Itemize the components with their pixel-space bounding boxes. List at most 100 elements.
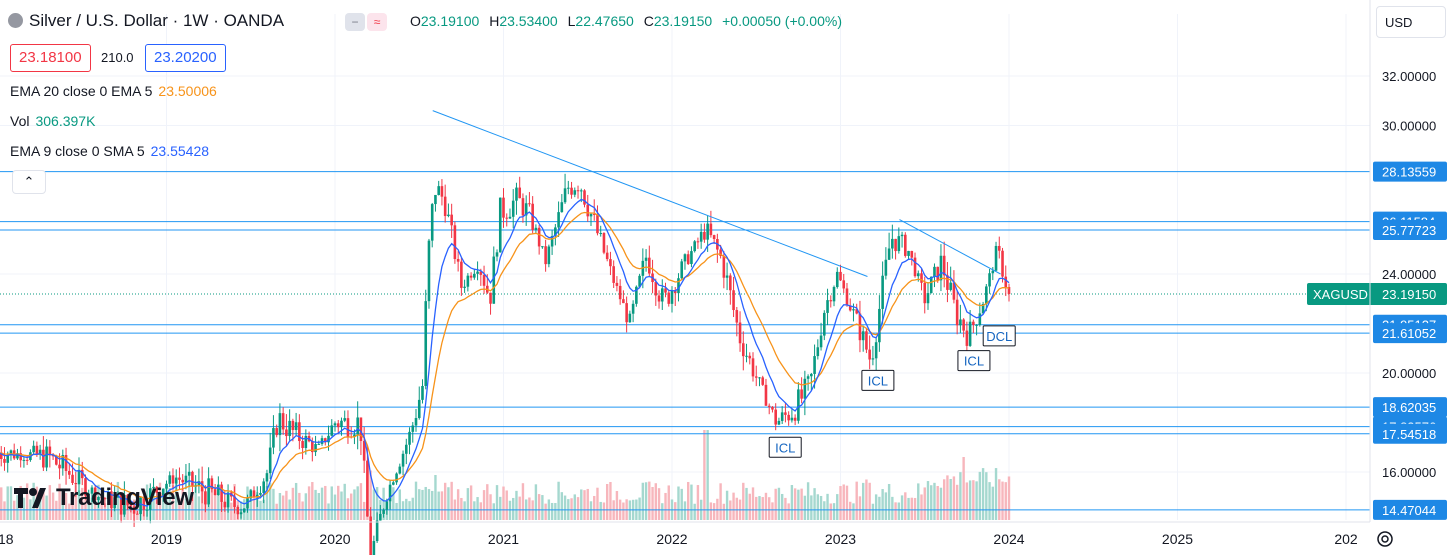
volume-bar	[677, 486, 680, 520]
volume-bar	[852, 503, 855, 520]
currency-select[interactable]: USD	[1376, 6, 1446, 38]
level-price-tag	[1373, 423, 1447, 444]
tradingview-logo[interactable]: TradingView	[14, 484, 194, 515]
candle-body	[460, 261, 463, 288]
candle-body	[336, 423, 340, 428]
volume-bar	[301, 501, 304, 520]
candle-body	[800, 389, 803, 399]
ask-price-button[interactable]: 23.20200	[145, 44, 226, 72]
volume-bar	[466, 488, 470, 520]
volume-bar	[907, 497, 910, 520]
volume-bar	[771, 502, 774, 520]
candle-body	[997, 245, 1001, 251]
candle-body	[777, 420, 781, 425]
candle-body	[612, 266, 615, 283]
volume-bar	[981, 468, 985, 520]
annotation-label: ICL	[775, 440, 795, 455]
x-tick-label: 2019	[151, 531, 182, 547]
volume-bar	[593, 495, 596, 520]
candle-body	[430, 204, 434, 241]
candle-body	[129, 505, 133, 507]
candle-body	[285, 429, 288, 437]
indicator-ema20[interactable]: EMA 20 close 0 EMA 5 23.50006	[10, 83, 217, 99]
volume-bar	[450, 481, 453, 520]
candle-body	[550, 235, 554, 247]
volume-bar	[722, 503, 726, 520]
volume-bar	[920, 494, 923, 520]
candle-body	[463, 286, 466, 288]
volume-bar	[375, 487, 379, 520]
volume-bar	[259, 500, 262, 520]
candle-body	[557, 212, 560, 228]
volume-bar	[304, 493, 308, 520]
candle-body	[168, 475, 172, 484]
candle-body	[576, 190, 580, 192]
candle-body	[829, 300, 833, 302]
candle-body	[735, 310, 739, 323]
candle-body	[560, 202, 564, 213]
volume-bar	[249, 488, 252, 520]
candle-body	[806, 376, 810, 379]
settings-gear-icon[interactable]	[1374, 528, 1396, 550]
candle-body	[314, 444, 317, 453]
volume-bar	[842, 484, 845, 520]
volume-bar	[418, 489, 421, 520]
volume-bar	[337, 485, 340, 520]
volume-bar	[492, 503, 495, 520]
volume-bar	[991, 486, 994, 520]
candle-body	[962, 319, 965, 331]
volume-bar	[359, 483, 363, 520]
candle-body	[884, 259, 888, 276]
candle-body	[113, 497, 116, 509]
ema20-line	[0, 211, 1010, 500]
volume-bar	[930, 485, 933, 520]
volume-bar	[534, 484, 538, 520]
indicator-volume[interactable]: Vol 306.397K	[10, 113, 96, 129]
horizontal-levels[interactable]: 28.1355926.1158425.7772321.9512721.61052…	[0, 161, 1447, 520]
candle-body	[878, 308, 881, 343]
candle-body	[103, 498, 107, 500]
ohlc-readout: O23.19100 H23.53400 L22.47650 C23.19150 …	[410, 13, 842, 29]
volume-bar	[849, 501, 852, 520]
volume-bar	[392, 487, 395, 520]
annotation-label: DCL	[986, 329, 1012, 344]
candle-body	[764, 384, 768, 406]
minus-icon[interactable]: −	[345, 13, 365, 31]
volume-bar	[463, 501, 466, 520]
moving-averages	[0, 198, 1010, 507]
candle-body	[975, 324, 978, 326]
volume-bar	[333, 494, 337, 520]
y-tick-label: 16.00000	[1382, 465, 1436, 480]
symbol-title[interactable]: Silver / U.S. Dollar · 1W · OANDA	[8, 11, 284, 31]
candle-body	[421, 385, 424, 400]
candle-body	[291, 420, 295, 431]
volume-bar	[343, 483, 346, 520]
volume-bar	[84, 490, 87, 520]
volume-bar	[900, 495, 904, 520]
candle-body	[404, 444, 408, 454]
axes[interactable]: 32.00000 30.00000 24.00000 20.00000 16.00000…	[0, 0, 1436, 547]
candle-body	[949, 282, 952, 290]
candle-body	[942, 255, 946, 276]
collapse-indicators-button[interactable]: ⌃	[12, 170, 46, 194]
candle-body	[534, 227, 538, 231]
volume-bar	[761, 497, 764, 520]
bid-price-button[interactable]: 23.18100	[10, 44, 91, 72]
candle-body	[741, 343, 745, 357]
volume-bar	[871, 503, 875, 520]
volume-bar	[816, 494, 820, 520]
indicator-ema9[interactable]: EMA 9 close 0 SMA 5 23.55428	[10, 143, 210, 159]
volume-bar	[61, 498, 65, 520]
volume-bar	[764, 492, 768, 520]
trendlines[interactable]	[432, 110, 1001, 277]
volume-bar	[521, 483, 525, 520]
approx-icon[interactable]: ≈	[367, 13, 387, 31]
candle-body	[191, 471, 194, 487]
silver-icon	[8, 13, 23, 28]
volume-bar	[819, 495, 823, 520]
candle-body	[252, 490, 256, 498]
candle-body	[155, 486, 159, 493]
status-pills[interactable]: − ≈	[345, 13, 389, 31]
